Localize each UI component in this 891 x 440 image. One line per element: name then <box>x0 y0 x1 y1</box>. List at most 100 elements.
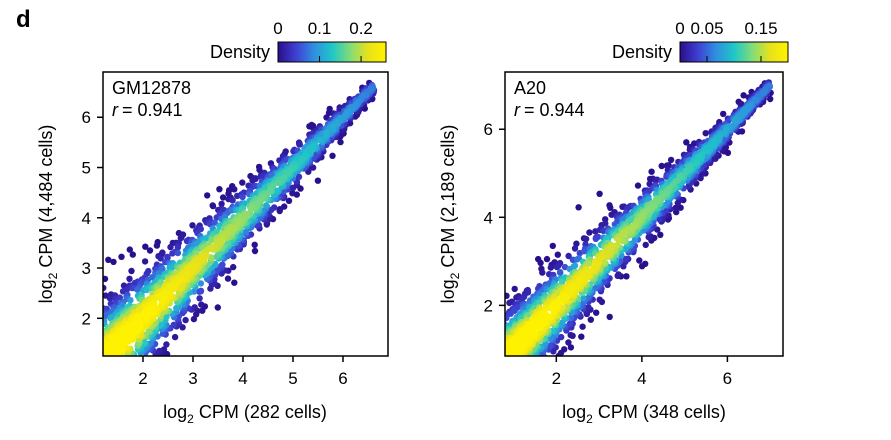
data-point <box>126 275 133 282</box>
data-point <box>496 306 502 312</box>
data-point <box>505 362 511 368</box>
density-points <box>85 79 378 407</box>
data-point <box>102 363 108 369</box>
data-point <box>308 145 315 153</box>
data-point <box>113 357 119 363</box>
data-point <box>658 162 665 170</box>
data-point <box>543 311 550 319</box>
data-point <box>507 360 513 366</box>
data-point <box>508 358 514 364</box>
data-point <box>95 338 101 344</box>
data-point <box>107 375 113 381</box>
data-point <box>107 364 113 370</box>
data-point <box>551 362 557 368</box>
data-point <box>182 316 189 324</box>
data-point <box>638 263 646 270</box>
data-point <box>521 372 527 378</box>
data-point <box>337 138 344 146</box>
data-point <box>91 326 97 332</box>
data-point <box>505 365 511 371</box>
data-point <box>104 366 110 372</box>
data-point <box>672 204 679 212</box>
data-point <box>123 401 129 407</box>
data-point <box>496 328 502 334</box>
data-point <box>496 335 502 341</box>
data-point <box>104 365 110 371</box>
data-point <box>285 197 293 204</box>
data-point <box>509 367 515 373</box>
data-point <box>516 380 522 386</box>
data-point <box>215 251 222 258</box>
data-point <box>120 371 126 377</box>
data-point <box>264 190 271 197</box>
data-point <box>513 357 519 363</box>
data-point <box>645 233 652 241</box>
data-point <box>224 275 232 282</box>
data-point <box>495 336 501 342</box>
data-point <box>526 372 532 378</box>
data-point <box>93 336 99 342</box>
data-point <box>521 402 527 408</box>
data-point <box>525 367 531 373</box>
data-point <box>513 361 519 367</box>
data-point <box>117 363 123 369</box>
data-point <box>116 337 124 344</box>
data-point <box>214 304 221 311</box>
x-tick-label: 6 <box>338 369 347 388</box>
data-point <box>168 264 176 271</box>
data-point <box>131 361 137 367</box>
data-point <box>114 388 120 394</box>
data-point <box>85 293 91 299</box>
sample-name: A20 <box>514 78 546 98</box>
x-tick-label: 2 <box>552 369 561 388</box>
data-point <box>533 363 539 369</box>
data-point <box>252 175 259 183</box>
data-point <box>94 339 100 345</box>
data-point <box>109 366 115 372</box>
data-point <box>108 370 114 376</box>
data-point <box>110 380 116 386</box>
data-point <box>114 386 120 392</box>
x-tick-label: 4 <box>637 369 646 388</box>
data-point <box>507 357 513 363</box>
data-point <box>636 257 643 264</box>
data-point <box>509 360 515 366</box>
data-point <box>575 204 582 211</box>
r-value: = 0.941 <box>122 100 183 120</box>
data-point <box>509 371 515 377</box>
data-point <box>493 329 499 335</box>
data-point <box>122 378 128 384</box>
data-point <box>523 404 529 410</box>
data-point <box>125 374 131 380</box>
data-point <box>125 389 131 395</box>
data-point <box>521 364 527 370</box>
chart-gm12878: Density 0 0.1 0.2 GM12878 r = 0.941 2 3 4 5 6 2… <box>36 19 389 426</box>
data-point <box>522 361 528 367</box>
data-point <box>127 374 133 380</box>
density-legend: Density 0 0.1 0.2 <box>210 19 387 63</box>
data-point <box>704 147 711 155</box>
data-point <box>692 160 699 167</box>
data-point <box>158 297 165 305</box>
data-point <box>251 247 259 255</box>
data-point <box>517 374 523 380</box>
data-point <box>115 358 121 364</box>
data-point <box>511 372 517 378</box>
data-point <box>141 258 149 265</box>
data-point <box>600 258 608 266</box>
data-point <box>116 362 122 368</box>
data-point <box>122 357 128 363</box>
data-point <box>531 382 537 388</box>
data-point <box>114 376 120 382</box>
r-value: = 0.944 <box>524 100 585 120</box>
data-point <box>683 139 690 146</box>
data-point <box>554 251 561 258</box>
data-point <box>322 131 330 138</box>
data-point <box>516 356 522 362</box>
data-point <box>592 235 599 242</box>
data-point <box>510 373 516 379</box>
data-point <box>97 343 103 349</box>
data-point <box>639 212 646 219</box>
data-point <box>115 392 121 398</box>
